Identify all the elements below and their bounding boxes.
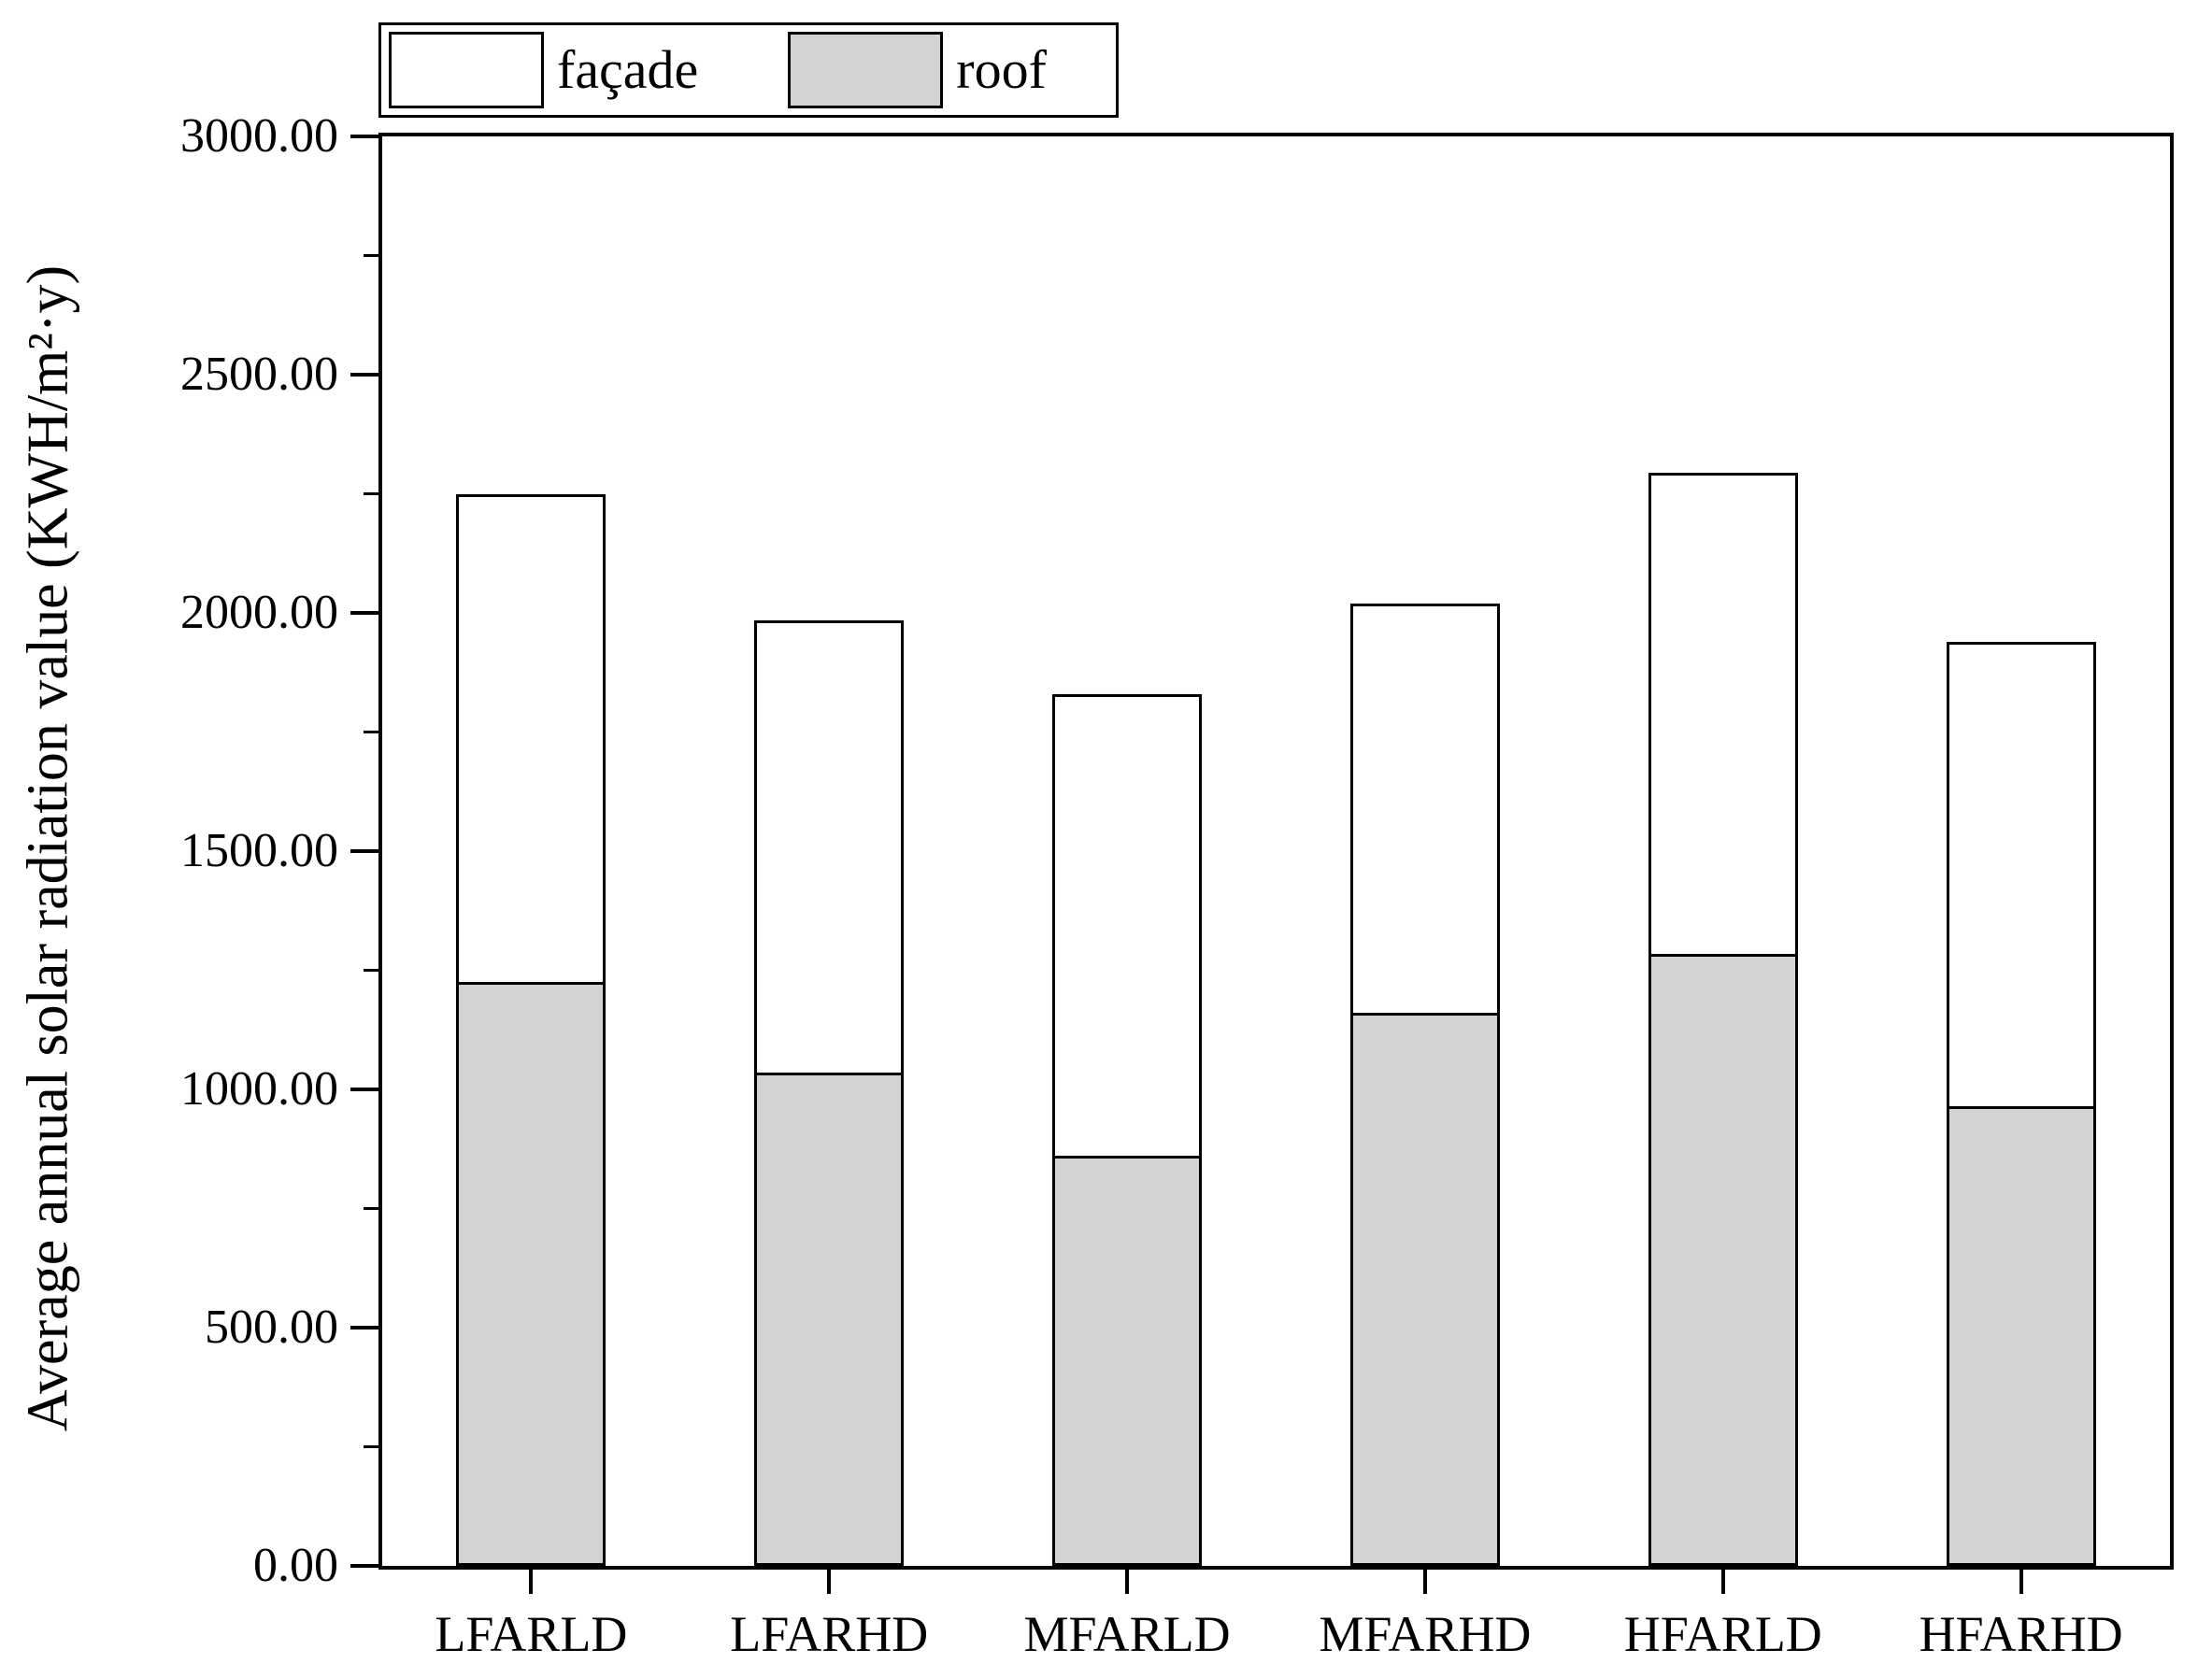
x-axis-tick-label: HFARHD <box>1919 1606 2123 1662</box>
y-axis-minor-tick <box>364 731 378 733</box>
y-axis-major-tick <box>350 135 378 138</box>
plot-inner <box>382 136 2170 1566</box>
x-axis-tick <box>1125 1570 1130 1594</box>
x-axis-tick-label: HFARLD <box>1623 1606 1822 1662</box>
bar-segment-facade-HFARHD <box>1946 641 2096 1109</box>
x-axis-tick-label: LFARLD <box>435 1606 628 1662</box>
y-axis-tick-label: 1000.00 <box>180 1062 338 1116</box>
legend: façade roof <box>378 22 1119 118</box>
legend-entry-roof: roof <box>788 32 1047 108</box>
y-axis-tick-label: 0.00 <box>253 1539 338 1592</box>
y-axis-minor-tick <box>364 1445 378 1448</box>
bar-segment-facade-MFARLD <box>1052 693 1203 1159</box>
plot-area <box>378 133 2174 1570</box>
y-axis-major-tick <box>350 1088 378 1091</box>
y-axis-major-tick <box>350 373 378 377</box>
y-axis-tick-label: 2500.00 <box>180 348 338 401</box>
bar-segment-roof-MFARHD <box>1349 1013 1500 1566</box>
x-axis-tick-label: LFARHD <box>730 1606 929 1662</box>
x-axis-tick-label: MFARHD <box>1319 1606 1532 1662</box>
y-axis-minor-tick <box>364 969 378 972</box>
bar-segment-facade-MFARHD <box>1349 603 1500 1017</box>
y-axis-major-tick <box>350 1326 378 1330</box>
bar-segment-facade-LFARHD <box>754 619 905 1076</box>
bar-segment-facade-HFARLD <box>1648 472 1798 957</box>
y-axis-major-tick <box>350 1564 378 1568</box>
x-axis-tick <box>1422 1570 1427 1594</box>
bar-segment-facade-LFARLD <box>456 493 607 986</box>
legend-label-roof: roof <box>956 39 1047 100</box>
y-axis-minor-tick <box>364 254 378 257</box>
facade-swatch <box>389 32 544 108</box>
y-axis-minor-tick <box>364 1207 378 1210</box>
x-axis-tick <box>529 1570 534 1594</box>
bar-segment-roof-LFARLD <box>456 982 607 1566</box>
bar-segment-roof-HFARLD <box>1648 953 1798 1566</box>
bar-segment-roof-HFARHD <box>1946 1105 2096 1566</box>
legend-label-facade: façade <box>557 39 699 100</box>
y-axis-tick-label: 500.00 <box>205 1301 338 1354</box>
x-axis-tick <box>827 1570 832 1594</box>
y-axis-tick-label: 1500.00 <box>180 824 338 877</box>
y-axis-minor-tick <box>364 492 378 495</box>
x-axis-tick-label: MFARLD <box>1023 1606 1231 1662</box>
bar-segment-roof-MFARLD <box>1052 1156 1203 1566</box>
bar-segment-roof-LFARHD <box>754 1073 905 1566</box>
roof-swatch <box>788 32 944 108</box>
x-axis-tick <box>1720 1570 1725 1594</box>
x-axis-tick <box>2019 1570 2023 1594</box>
legend-entry-facade: façade <box>389 32 698 108</box>
y-axis-tick-label: 3000.00 <box>180 109 338 163</box>
y-axis-major-tick <box>350 849 378 853</box>
y-axis-tick-label: 2000.00 <box>180 586 338 639</box>
y-axis-major-tick <box>350 611 378 615</box>
